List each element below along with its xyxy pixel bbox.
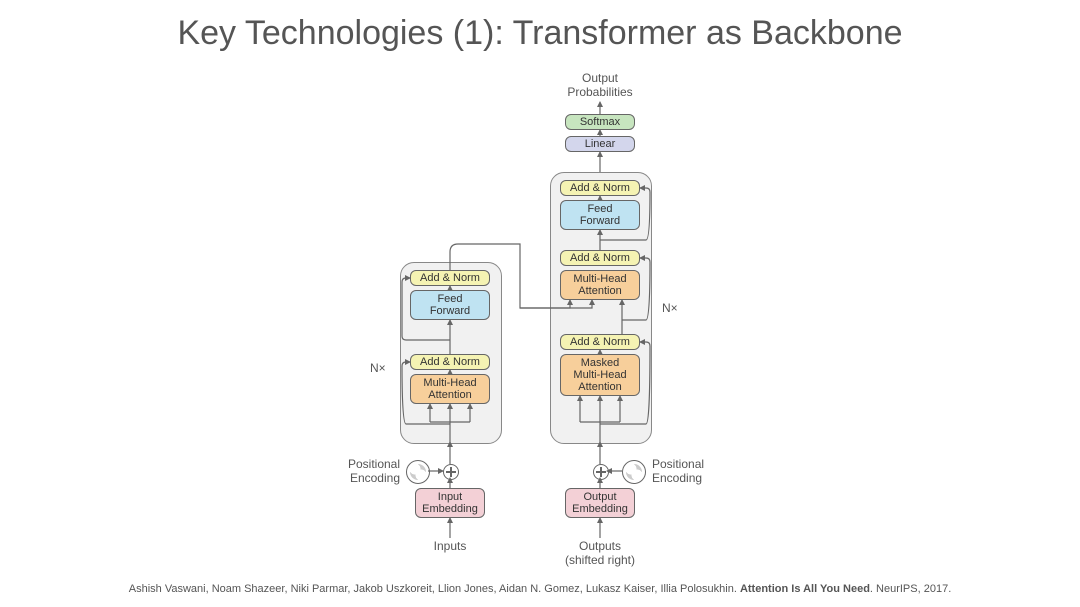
dec-mha: Multi-Head Attention xyxy=(560,270,640,300)
label-nx-decoder: N× xyxy=(662,302,678,316)
citation-authors: Ashish Vaswani, Noam Shazeer, Niki Parma… xyxy=(129,583,740,595)
enc-mha: Multi-Head Attention xyxy=(410,374,490,404)
plus-encoder xyxy=(443,464,459,480)
block-linear: Linear xyxy=(565,136,635,152)
dec-addnorm-2: Add & Norm xyxy=(560,250,640,266)
enc-addnorm-2: Add & Norm xyxy=(410,354,490,370)
label-inputs: Inputs xyxy=(425,540,475,554)
label-output-probabilities: Output Probabilities xyxy=(550,72,650,100)
output-embedding: Output Embedding xyxy=(565,488,635,518)
pe-icon-decoder xyxy=(622,460,646,484)
label-nx-encoder: N× xyxy=(370,362,386,376)
label-pe-encoder: Positional Encoding xyxy=(340,458,400,486)
input-embedding: Input Embedding xyxy=(415,488,485,518)
label-outputs: Outputs (shifted right) xyxy=(560,540,640,568)
enc-addnorm-1: Add & Norm xyxy=(410,270,490,286)
dec-addnorm-3: Add & Norm xyxy=(560,334,640,350)
block-softmax: Softmax xyxy=(565,114,635,130)
citation-venue: . NeurIPS, 2017. xyxy=(870,583,951,595)
slide-title: Key Technologies (1): Transformer as Bac… xyxy=(0,14,1080,53)
citation-title: Attention Is All You Need xyxy=(740,583,870,595)
citation: Ashish Vaswani, Noam Shazeer, Niki Parma… xyxy=(0,583,1080,595)
pe-icon-encoder xyxy=(406,460,430,484)
dec-addnorm-1: Add & Norm xyxy=(560,180,640,196)
dec-feedforward: Feed Forward xyxy=(560,200,640,230)
enc-feedforward: Feed Forward xyxy=(410,290,490,320)
label-pe-decoder: Positional Encoding xyxy=(652,458,712,486)
transformer-diagram: Output Probabilities Softmax Linear Add … xyxy=(370,72,730,572)
plus-decoder xyxy=(593,464,609,480)
dec-masked-mha: Masked Multi-Head Attention xyxy=(560,354,640,396)
